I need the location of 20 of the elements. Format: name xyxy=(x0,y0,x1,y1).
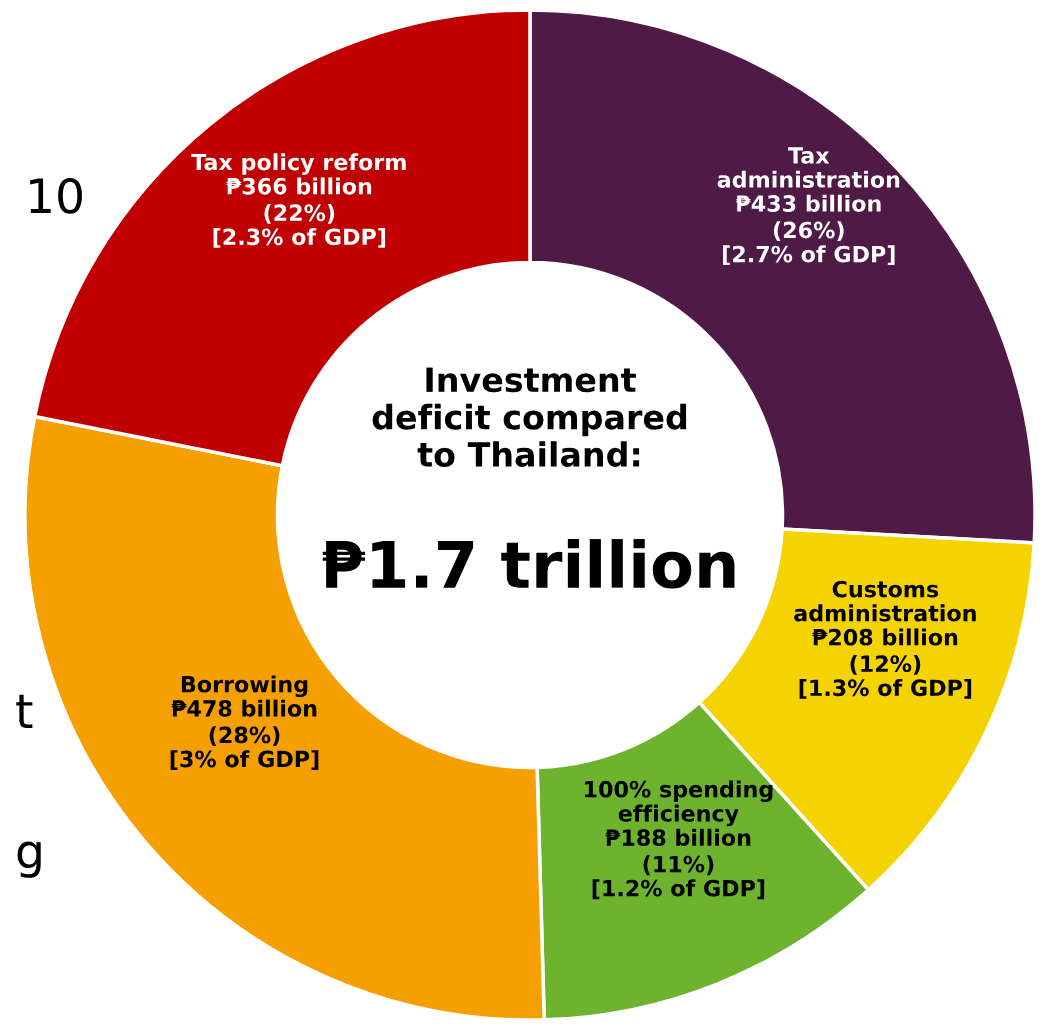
text: (26%) [2.7% of GDP] xyxy=(723,221,895,266)
text: 10 xyxy=(30,177,82,214)
text: (22%) [2.3% of GDP] xyxy=(213,203,386,248)
slice-label: Borrowing xyxy=(181,675,308,698)
slice-label: 100% spending efficiency xyxy=(585,780,773,827)
slice-label: Tax administration xyxy=(717,147,900,188)
data-label: ₱433 billion xyxy=(736,194,881,212)
data-label: ₱208 billion xyxy=(812,628,958,646)
slice-label: Tax policy reform xyxy=(191,153,406,175)
data-label: ₱478 billion xyxy=(171,699,317,717)
text: Investment deficit compared to Thailand: xyxy=(372,367,687,467)
text: g xyxy=(17,841,41,878)
text: (11%) [1.2% of GDP] xyxy=(592,855,765,900)
data-label: ₱188 billion xyxy=(605,828,751,847)
slice-label: Customs administration xyxy=(794,580,976,622)
text: ₱1.7 trillion xyxy=(322,539,735,589)
text: (12%) [1.3% of GDP] xyxy=(799,654,972,699)
text: (28%) [3% of GDP] xyxy=(170,726,319,770)
data-label: ₱366 billion xyxy=(226,177,372,195)
text: t xyxy=(16,694,33,729)
